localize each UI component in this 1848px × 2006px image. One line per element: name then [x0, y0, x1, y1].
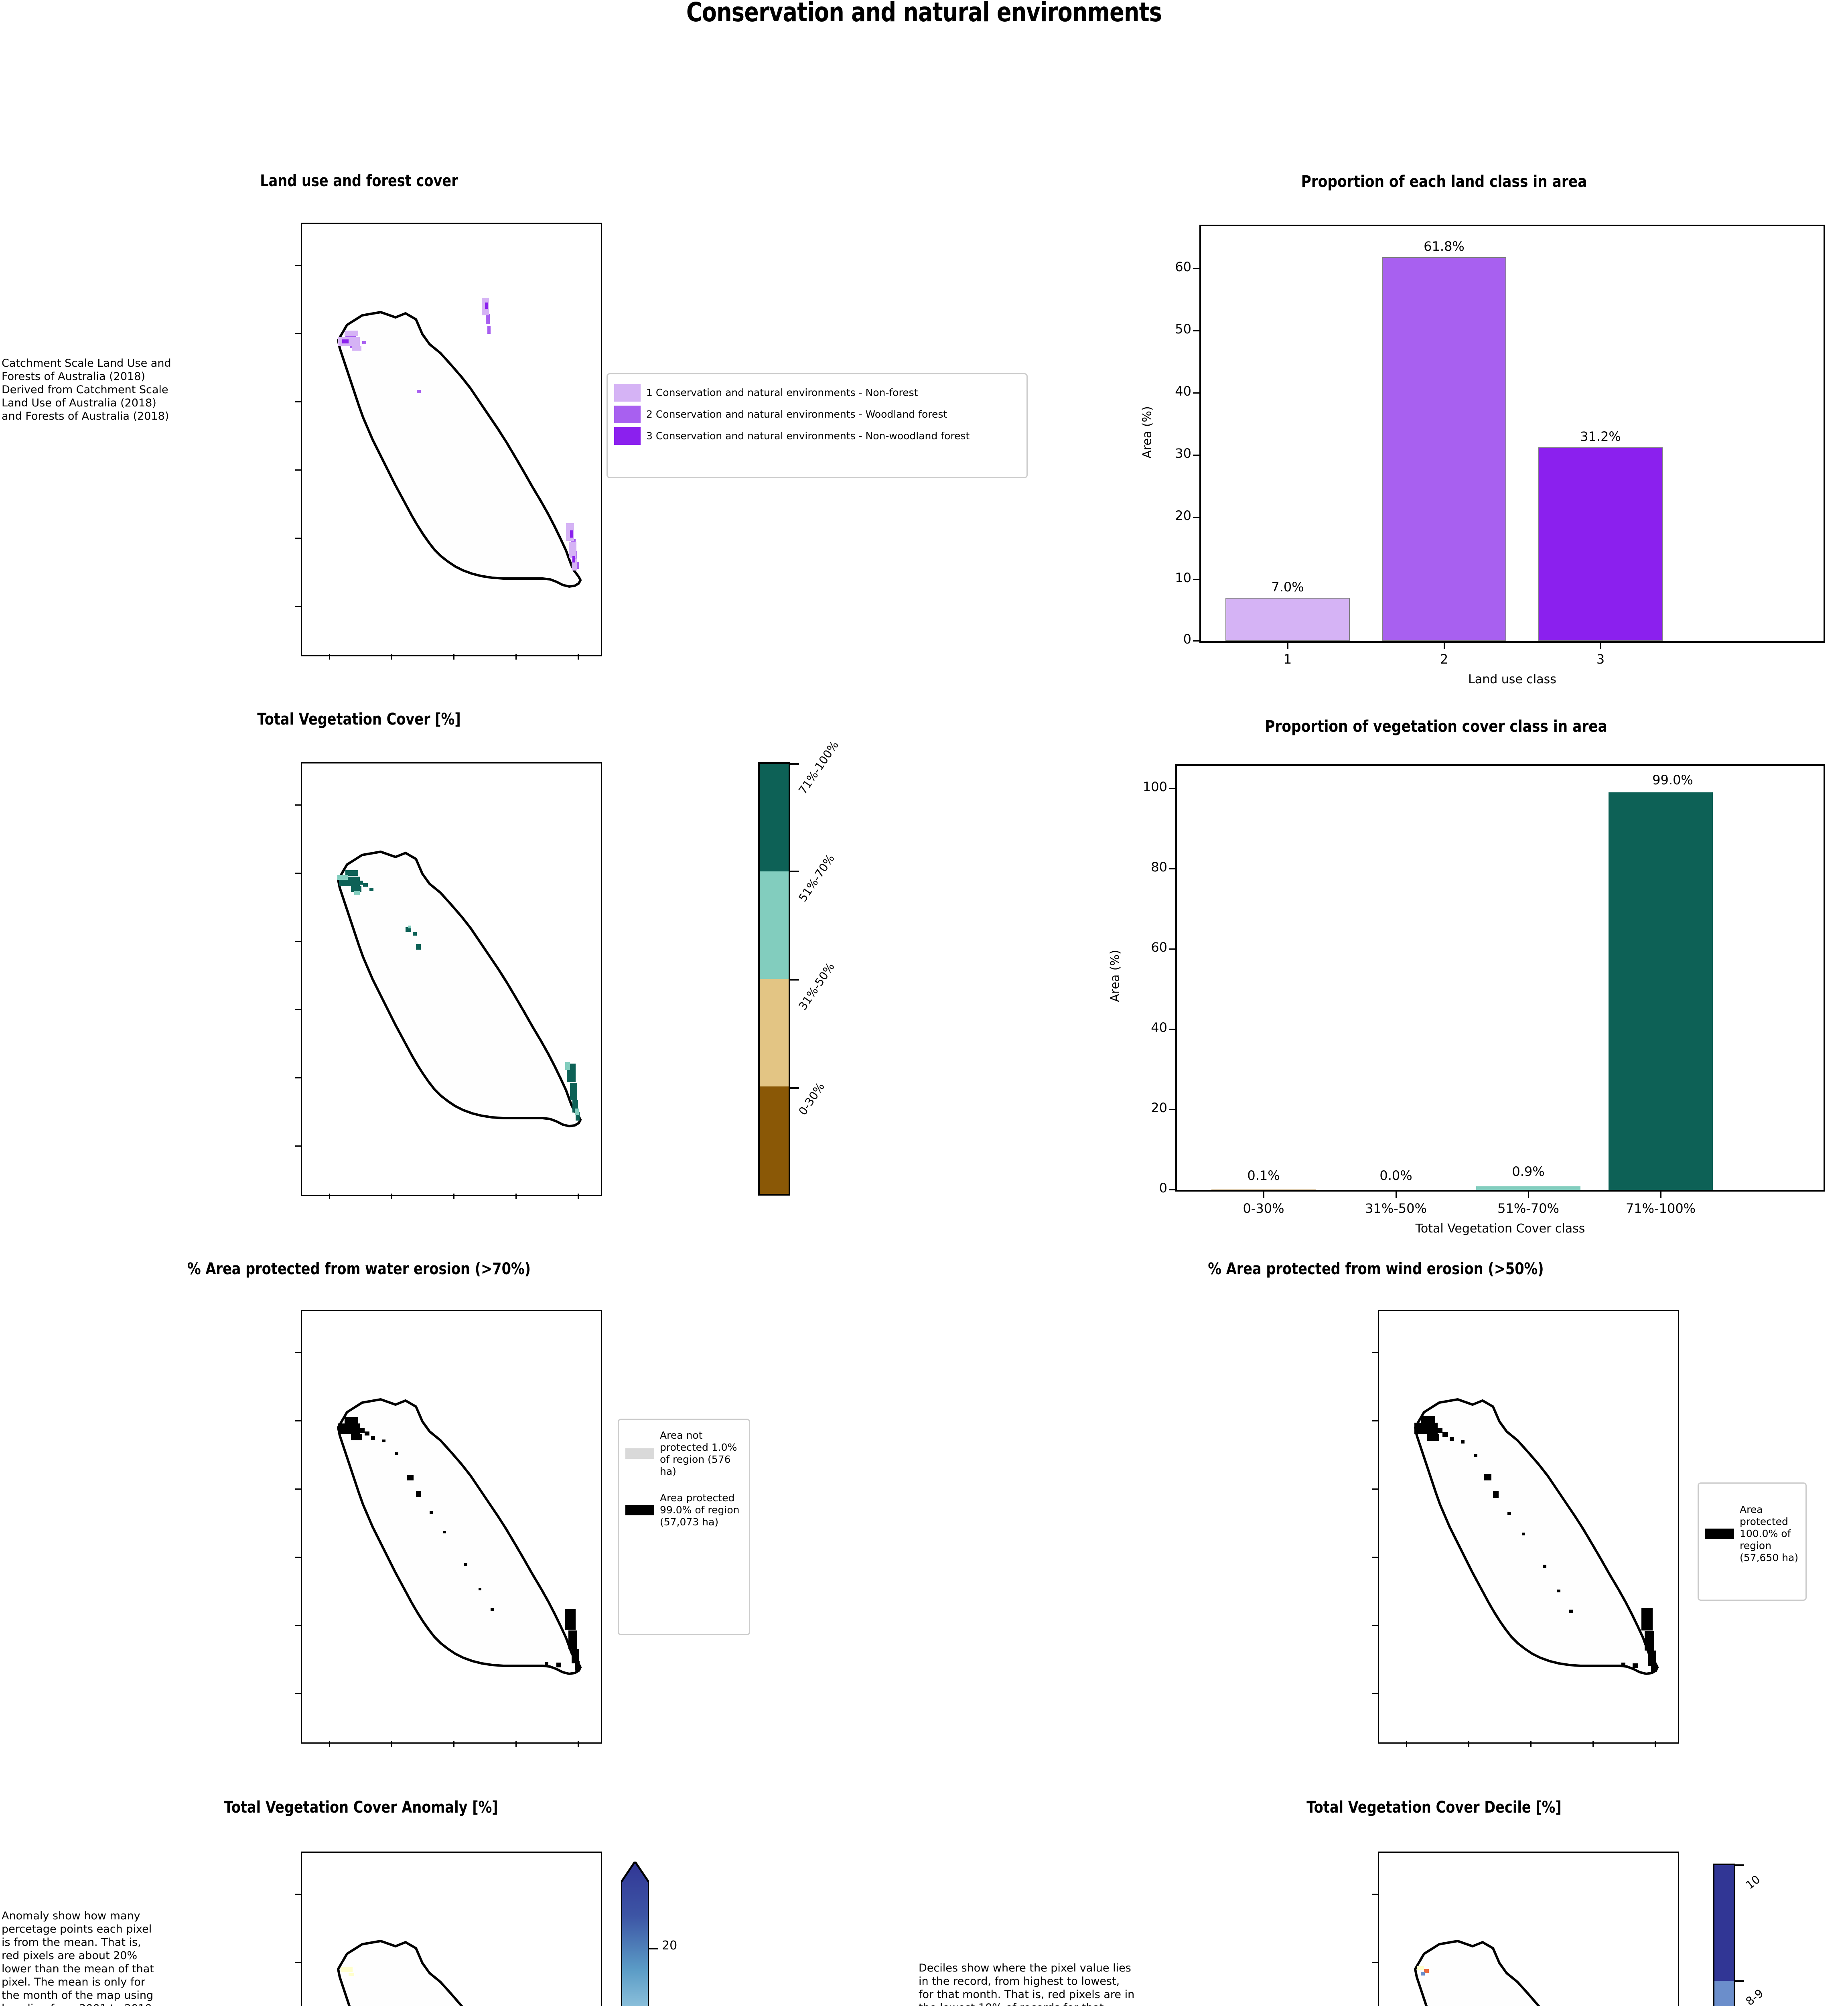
- cbar-segment: [760, 1086, 789, 1194]
- yaxis-label: Area (%): [1108, 950, 1122, 1002]
- legend-label: 1 Conservation and natural environments …: [646, 387, 918, 398]
- landclass-chart-title: Proportion of each land class in area: [1301, 173, 1587, 191]
- ytick-label: 50: [1175, 321, 1191, 337]
- region-outline: [302, 763, 601, 1195]
- bar-value-label: 31.2%: [1580, 429, 1621, 444]
- xtick-label: 1: [1283, 652, 1292, 667]
- region-outline: [1379, 1311, 1678, 1742]
- legend-item[interactable]: Area not protected 1.0% of region (576 h…: [625, 1429, 742, 1478]
- landuse-map-title: Land use and forest cover: [260, 172, 458, 190]
- legend-item[interactable]: Area protected 100.0% of region (57,650 …: [1705, 1504, 1799, 1564]
- xtick-label: 0-30%: [1243, 1201, 1284, 1216]
- ytick-label: 20: [1175, 508, 1191, 523]
- decile-map[interactable]: [1378, 1852, 1679, 2006]
- anomaly-note: Anomaly show how many percetage points e…: [2, 1910, 155, 2006]
- vegcover-map-title: Total Vegetation Cover [%]: [257, 710, 461, 729]
- cbar-label: 8-9: [1743, 1986, 1766, 2006]
- cbar-label: 10: [1743, 1872, 1763, 1892]
- cbar-label: 0-30%: [796, 1080, 828, 1118]
- bar-value-label: 0.0%: [1379, 1168, 1412, 1183]
- cbar-label: 31%-50%: [796, 960, 837, 1013]
- swatch-nonwoodland-forest-icon: [614, 427, 641, 445]
- decile-note: Deciles show where the pixel value lies …: [919, 1962, 1135, 2006]
- ytick-label: 60: [1175, 259, 1191, 274]
- ytick-label: 80: [1151, 859, 1167, 875]
- wind-erosion-map[interactable]: [1378, 1310, 1679, 1744]
- xaxis-label: Land use class: [1468, 672, 1556, 686]
- swatch-not-protected-icon: [625, 1448, 654, 1459]
- bar-value-label: 61.8%: [1424, 239, 1465, 254]
- xtick-label: 51%-70%: [1497, 1201, 1559, 1216]
- cbar-segment: [760, 764, 789, 871]
- legend-item[interactable]: 2 Conservation and natural environments …: [614, 406, 1020, 423]
- ytick-label: 0: [1159, 1180, 1167, 1196]
- region-outline: [302, 1311, 601, 1742]
- region-outline: [302, 1853, 601, 2006]
- vegclass-bar-chart[interactable]: 0 20 40 60 80 100 0.1% 0.0% 0.9% 99.0% 0…: [1108, 764, 1825, 1236]
- xaxis-label: Total Vegetation Cover class: [1415, 1222, 1585, 1236]
- water-erosion-map[interactable]: [301, 1310, 602, 1744]
- bar-value-label: 7.0%: [1271, 579, 1304, 595]
- cbar-segment: [1714, 1865, 1734, 1981]
- bar-landclass-2[interactable]: [1382, 257, 1506, 641]
- yaxis-label: Area (%): [1140, 406, 1154, 459]
- water-erosion-legend[interactable]: Area not protected 1.0% of region (576 h…: [618, 1419, 750, 1635]
- cbar-segment: [760, 979, 789, 1086]
- legend-label: Area not protected 1.0% of region (576 h…: [660, 1429, 737, 1477]
- ytick-label: 40: [1151, 1020, 1167, 1035]
- vegclass-chart-title: Proportion of vegetation cover class in …: [1265, 717, 1607, 736]
- landclass-bar-chart[interactable]: 0 10 20 30 40 50 60 7.0% 61.8% 31.2% 1 2…: [1140, 225, 1825, 686]
- region-outline: [1379, 1853, 1678, 2006]
- legend-label: 2 Conservation and natural environments …: [646, 408, 947, 420]
- water-erosion-title: % Area protected from water erosion (>70…: [187, 1260, 531, 1278]
- cbar-segment: [760, 871, 789, 979]
- legend-label: Area protected 100.0% of region (57,650 …: [1740, 1504, 1799, 1563]
- ytick-label: 40: [1175, 384, 1191, 399]
- anomaly-colorbar[interactable]: [620, 1860, 650, 2006]
- cbar-label: 71%-100%: [796, 738, 841, 797]
- ytick-label: 0: [1183, 631, 1191, 647]
- swatch-woodland-forest-icon: [614, 406, 641, 423]
- swatch-protected-icon: [625, 1505, 654, 1515]
- decile-title: Total Vegetation Cover Decile [%]: [1306, 1798, 1562, 1817]
- legend-item[interactable]: 3 Conservation and natural environments …: [614, 427, 1020, 445]
- xtick-label: 71%-100%: [1625, 1201, 1696, 1216]
- anomaly-title: Total Vegetation Cover Anomaly [%]: [224, 1798, 498, 1817]
- xtick-label: 2: [1440, 652, 1448, 667]
- page-title: Conservation and natural environments: [686, 0, 1162, 28]
- ytick-label: 10: [1175, 570, 1191, 585]
- bar-vegclass-71-100[interactable]: [1609, 792, 1713, 1190]
- landuse-legend[interactable]: 1 Conservation and natural environments …: [607, 373, 1028, 478]
- region-outline: [302, 224, 601, 655]
- cbar-segment: [1714, 1981, 1734, 2006]
- bar-value-label: 0.1%: [1247, 1168, 1280, 1183]
- swatch-nonforest-icon: [614, 384, 641, 402]
- bar-vegclass-51-70[interactable]: [1476, 1186, 1580, 1190]
- ytick-label: 30: [1175, 446, 1191, 461]
- bar-value-label: 0.9%: [1512, 1164, 1545, 1179]
- vegcover-colorbar[interactable]: [758, 762, 790, 1196]
- ytick-label: 100: [1142, 779, 1167, 794]
- cbar-label: 51%-70%: [796, 852, 837, 904]
- landuse-source-note: Catchment Scale Land Use and Forests of …: [2, 357, 171, 422]
- cbar-tick-label: 20: [662, 1939, 678, 1953]
- legend-item[interactable]: Area protected 99.0% of region (57,073 h…: [625, 1492, 742, 1528]
- bar-value-label: 99.0%: [1652, 772, 1693, 788]
- wind-erosion-title: % Area protected from wind erosion (>50%…: [1208, 1260, 1544, 1278]
- landuse-map[interactable]: [301, 223, 602, 656]
- vegcover-map[interactable]: [301, 762, 602, 1196]
- bar-landclass-1[interactable]: [1225, 598, 1350, 641]
- anomaly-map[interactable]: [301, 1852, 602, 2006]
- swatch-protected-icon: [1705, 1529, 1734, 1539]
- wind-erosion-legend[interactable]: Area protected 100.0% of region (57,650 …: [1698, 1482, 1807, 1601]
- bar-landclass-3[interactable]: [1538, 447, 1663, 641]
- legend-label: 3 Conservation and natural environments …: [646, 430, 970, 442]
- legend-item[interactable]: 1 Conservation and natural environments …: [614, 384, 1020, 402]
- legend-label: Area protected 99.0% of region (57,073 h…: [660, 1492, 740, 1528]
- ytick-label: 60: [1151, 940, 1167, 955]
- ytick-label: 20: [1151, 1100, 1167, 1115]
- xtick-label: 31%-50%: [1365, 1201, 1427, 1216]
- xtick-label: 3: [1596, 652, 1605, 667]
- decile-colorbar[interactable]: [1713, 1864, 1735, 2006]
